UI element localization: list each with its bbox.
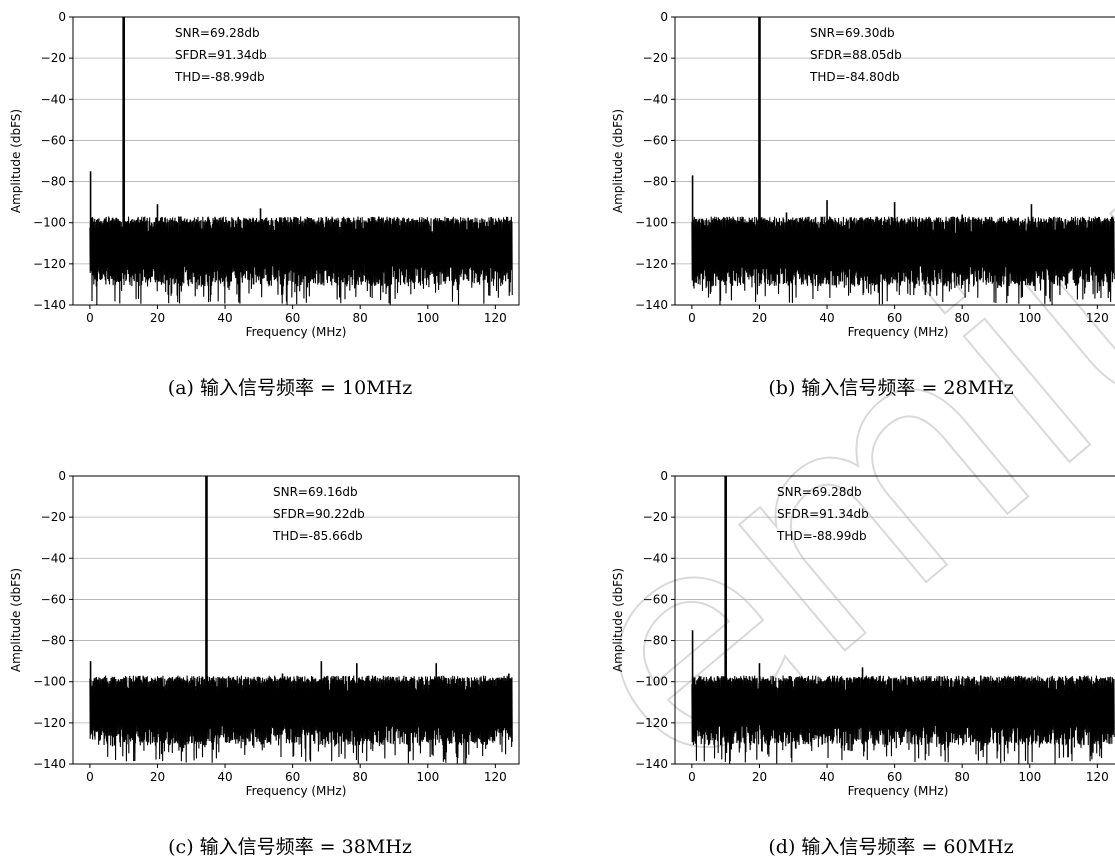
y-tick-label: −140 [33, 757, 66, 771]
y-tick-label: −140 [635, 757, 668, 771]
y-tick-label: −80 [41, 634, 66, 648]
axes-frame [674, 16, 1115, 306]
noise-floor-trace [89, 216, 513, 305]
axes-frame [674, 475, 1115, 765]
y-tick-label: 0 [660, 10, 668, 24]
x-tick-label: 60 [285, 770, 300, 784]
y-tick-label: −20 [643, 51, 668, 65]
noise-floor-trace [691, 675, 1115, 764]
y-tick-label: −80 [41, 175, 66, 189]
noise-floor-trace [89, 675, 513, 764]
metric-annotation: SFDR=91.34db [175, 48, 267, 62]
metric-annotation: SFDR=90.22db [273, 507, 365, 521]
x-tick-label: 120 [484, 770, 507, 784]
y-tick-label: −20 [41, 510, 66, 524]
x-tick-label: 0 [688, 770, 696, 784]
x-tick-label: 60 [285, 311, 300, 325]
subfigure-caption: (b) 输入信号频率 = 28MHz [768, 377, 1013, 399]
y-tick-label: −40 [643, 92, 668, 106]
x-tick-label: 120 [1086, 311, 1109, 325]
y-tick-label: −40 [41, 92, 66, 106]
y-tick-label: −100 [635, 216, 668, 230]
y-tick-label: 0 [58, 469, 66, 483]
y-tick-label: −80 [643, 634, 668, 648]
y-tick-label: −60 [643, 133, 668, 147]
metric-annotation: THD=-85.66db [272, 529, 363, 543]
x-tick-label: 0 [688, 311, 696, 325]
chart-panel: 0 −20 −40 −60 −80 −100 −120 −140 0 20 40 60 80 100 120… [611, 469, 1115, 858]
subfigure-caption: (a) 输入信号频率 = 10MHz [168, 377, 412, 399]
y-tick-label: 0 [660, 469, 668, 483]
metric-annotation: SNR=69.16db [273, 485, 358, 499]
x-tick-label: 100 [416, 770, 439, 784]
metric-annotation: SNR=69.30db [810, 26, 895, 40]
x-tick-label: 40 [217, 311, 232, 325]
x-tick-label: 100 [1018, 770, 1041, 784]
y-tick-label: −20 [41, 51, 66, 65]
x-tick-label: 20 [150, 311, 165, 325]
y-tick-label: −100 [33, 675, 66, 689]
x-tick-label: 0 [86, 311, 94, 325]
y-axis-label: Amplitude (dbFS) [611, 568, 625, 672]
y-tick-label: −60 [41, 133, 66, 147]
x-tick-label: 20 [752, 311, 767, 325]
x-axis-label: Frequency (MHz) [246, 784, 347, 798]
subfigure-caption: (c) 输入信号频率 = 38MHz [168, 836, 412, 858]
x-tick-label: 80 [955, 311, 970, 325]
y-tick-label: −120 [33, 257, 66, 271]
y-tick-label: −80 [643, 175, 668, 189]
x-tick-label: 40 [819, 311, 834, 325]
x-tick-label: 100 [416, 311, 439, 325]
x-tick-label: 120 [484, 311, 507, 325]
y-axis-label: Amplitude (dbFS) [9, 109, 23, 213]
y-tick-label: 0 [58, 10, 66, 24]
x-axis-label: Frequency (MHz) [848, 325, 949, 339]
y-tick-label: −60 [41, 592, 66, 606]
y-axis-label: Amplitude (dbFS) [611, 109, 625, 213]
metric-annotation: THD=-84.80db [809, 70, 900, 84]
metric-annotation: SNR=69.28db [777, 485, 862, 499]
chart-panel: 0 −20 −40 −60 −80 −100 −120 −140 0 20 40 60 80 100 120… [9, 469, 520, 858]
y-tick-label: −100 [635, 675, 668, 689]
subfigure-caption: (d) 输入信号频率 = 60MHz [768, 836, 1013, 858]
x-tick-label: 60 [887, 770, 902, 784]
x-axis-label: Frequency (MHz) [848, 784, 949, 798]
y-tick-label: −120 [635, 257, 668, 271]
x-tick-label: 60 [887, 311, 902, 325]
y-tick-label: −60 [643, 592, 668, 606]
y-tick-label: −120 [33, 716, 66, 730]
y-tick-label: −100 [33, 216, 66, 230]
y-tick-label: −40 [643, 551, 668, 565]
chart-panel: 0 −20 −40 −60 −80 −100 −120 −140 0 20 40 60 80 100 120… [611, 10, 1115, 399]
x-tick-label: 20 [752, 770, 767, 784]
x-tick-label: 80 [353, 770, 368, 784]
metric-annotation: SFDR=91.34db [777, 507, 869, 521]
metric-annotation: THD=-88.99db [776, 529, 867, 543]
axes-frame [72, 16, 520, 306]
chart-panel: 0 −20 −40 −60 −80 −100 −120 −140 0 20 40 60 80 100 120… [9, 10, 520, 399]
metric-annotation: THD=-88.99db [174, 70, 265, 84]
y-tick-label: −120 [635, 716, 668, 730]
y-tick-label: −20 [643, 510, 668, 524]
x-tick-label: 0 [86, 770, 94, 784]
x-tick-label: 20 [150, 770, 165, 784]
x-axis-label: Frequency (MHz) [246, 325, 347, 339]
x-tick-label: 100 [1018, 311, 1041, 325]
x-tick-label: 40 [217, 770, 232, 784]
x-tick-label: 40 [819, 770, 834, 784]
y-axis-label: Amplitude (dbFS) [9, 568, 23, 672]
x-tick-label: 80 [955, 770, 970, 784]
y-tick-label: −40 [41, 551, 66, 565]
x-tick-label: 80 [353, 311, 368, 325]
y-tick-label: −140 [33, 298, 66, 312]
metric-annotation: SFDR=88.05db [810, 48, 902, 62]
y-tick-label: −140 [635, 298, 668, 312]
axes-frame [72, 475, 520, 765]
noise-floor-trace [691, 216, 1115, 305]
x-tick-label: 120 [1086, 770, 1109, 784]
metric-annotation: SNR=69.28db [175, 26, 260, 40]
